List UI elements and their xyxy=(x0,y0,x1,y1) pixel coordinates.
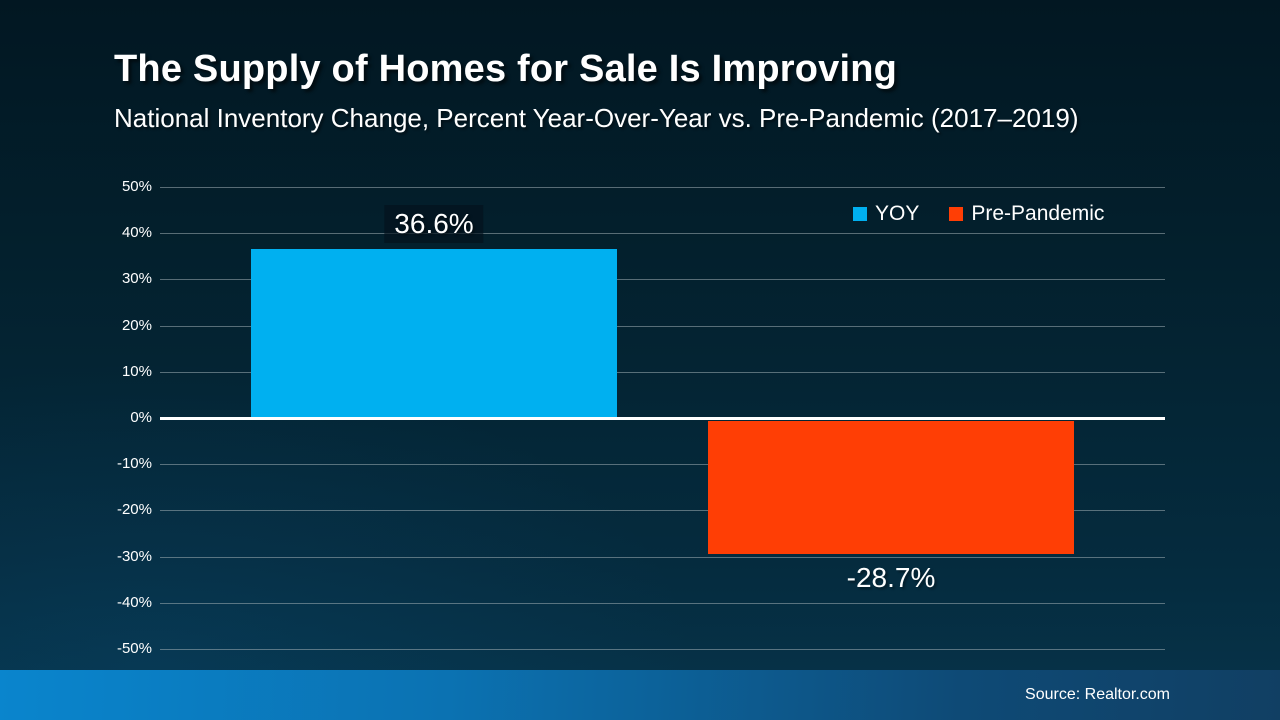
gridline xyxy=(160,602,1165,604)
gridline xyxy=(160,371,1165,373)
y-axis-tick-label: 0% xyxy=(130,409,152,426)
plot-area: YOY Pre-Pandemic 36.6% -28.7% xyxy=(160,187,1165,650)
bar-value-label: -28.7% xyxy=(846,561,936,593)
gridline xyxy=(160,279,1165,281)
yoy-swatch-icon xyxy=(853,207,867,221)
chart-title: The Supply of Homes for Sale Is Improvin… xyxy=(114,48,898,90)
legend-item-pre-pandemic: Pre-Pandemic xyxy=(949,202,1104,226)
y-axis-tick-label: -30% xyxy=(116,547,152,565)
y-axis-tick-label: 20% xyxy=(121,316,152,334)
gridline xyxy=(160,325,1165,327)
legend: YOY Pre-Pandemic xyxy=(853,202,1104,226)
y-axis-tick-label: 30% xyxy=(121,270,152,288)
gridline xyxy=(160,510,1165,512)
gridline xyxy=(160,464,1165,466)
legend-label-pre-pandemic: Pre-Pandemic xyxy=(971,202,1105,225)
gridline xyxy=(160,187,1165,188)
legend-label-yoy: YOY xyxy=(875,202,920,225)
y-axis-tick-label: -10% xyxy=(116,455,152,473)
gridline xyxy=(160,556,1165,558)
y-axis-tick-label: 40% xyxy=(121,224,152,242)
gridline xyxy=(160,649,1165,650)
zero-axis-line xyxy=(160,417,1165,420)
bar-value-label: 36.6% xyxy=(384,204,484,243)
chart-subtitle: National Inventory Change, Percent Year-… xyxy=(114,103,1079,133)
gridline xyxy=(160,233,1165,235)
y-axis-tick-label: 10% xyxy=(121,362,152,380)
bar-yoy xyxy=(251,248,617,418)
pre-pandemic-swatch-icon xyxy=(949,207,964,221)
y-axis-tick-label: -40% xyxy=(116,593,152,611)
bar-pre-pandemic xyxy=(708,421,1074,554)
y-axis-tick-label: -50% xyxy=(116,640,152,657)
legend-item-yoy: YOY xyxy=(853,202,919,226)
y-axis-tick-label: 50% xyxy=(121,178,152,195)
footer-bar: Source: Realtor.com xyxy=(0,670,1280,720)
source-text: Source: Realtor.com xyxy=(1025,686,1170,703)
y-axis-tick-label: -20% xyxy=(116,501,152,519)
